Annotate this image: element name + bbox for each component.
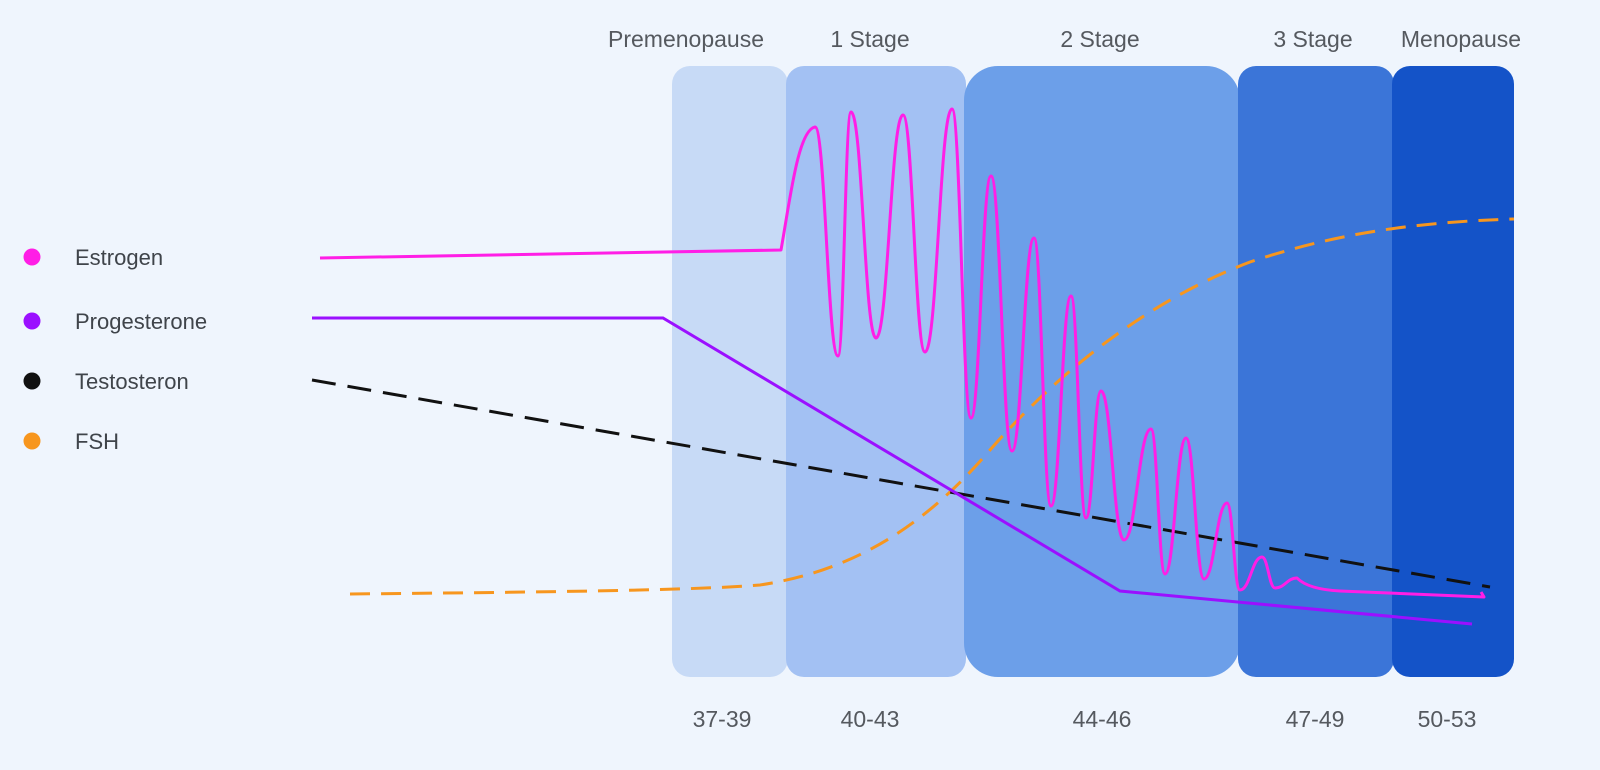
age-label-37-39: 37-39 [693, 706, 752, 732]
legend-marker-progesterone [23, 312, 41, 330]
legend: Estrogen Progesterone Testosteron FSH [23, 245, 207, 454]
stage-label-premenopause: Premenopause [608, 26, 764, 52]
series-line-progesterone [312, 316, 1473, 626]
stage-label-menopause: Menopause [1401, 26, 1521, 52]
stage-band-premenopause [672, 66, 788, 677]
series-line-fsh [349, 217, 1515, 596]
stage-band-menopause [1392, 66, 1514, 677]
stage-label-1-stage: 1 Stage [830, 26, 909, 52]
stage-bands [672, 66, 1514, 677]
legend-marker-estrogen [23, 248, 41, 266]
age-label-44-46: 44-46 [1073, 706, 1132, 732]
series-line-testosteron [311, 378, 1491, 589]
series-line-estrogen [319, 107, 1486, 599]
legend-marker-testosteron [23, 372, 41, 390]
legend-label-estrogen: Estrogen [75, 245, 163, 270]
stage-band-1-stage [786, 66, 966, 677]
age-labels: 37-39 40-43 44-46 47-49 50-53 [693, 706, 1477, 732]
legend-marker-fsh [23, 432, 41, 450]
age-label-47-49: 47-49 [1286, 706, 1345, 732]
stage-band-2-stage [964, 66, 1240, 677]
hormone-lines [311, 107, 1515, 626]
stage-band-3-stage [1238, 66, 1394, 677]
stage-label-3-stage: 3 Stage [1273, 26, 1352, 52]
legend-label-testosteron: Testosteron [75, 369, 189, 394]
legend-label-progesterone: Progesterone [75, 309, 207, 334]
age-label-50-53: 50-53 [1418, 706, 1477, 732]
stage-labels: Premenopause 1 Stage 2 Stage 3 Stage Menopau… [608, 26, 1521, 52]
age-label-40-43: 40-43 [841, 706, 900, 732]
legend-label-fsh: FSH [75, 429, 119, 454]
stage-label-2-stage: 2 Stage [1060, 26, 1139, 52]
